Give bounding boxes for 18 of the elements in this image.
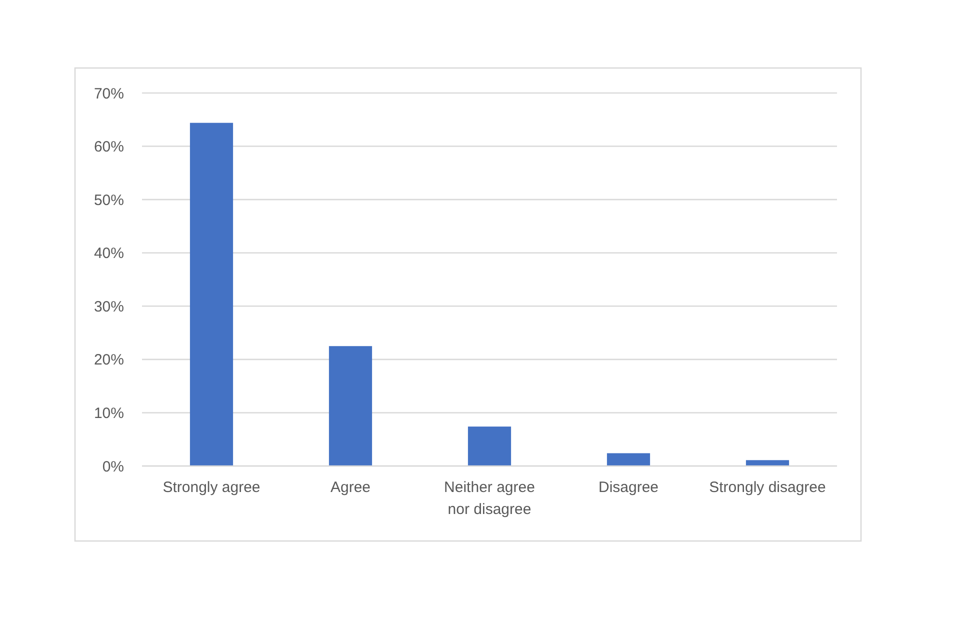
y-tick-label: 70% (94, 85, 124, 102)
y-tick-label: 0% (102, 458, 124, 476)
y-tick-label: 50% (94, 192, 124, 209)
x-tick-label: Neither agree nor disagree (444, 479, 535, 518)
bar (328, 346, 372, 466)
x-tick-label: Agree (330, 479, 371, 496)
y-tick-label: 30% (94, 298, 124, 316)
bar (468, 426, 512, 466)
bar (190, 122, 234, 466)
y-tick-label: 20% (94, 352, 124, 369)
y-tick-label: 40% (94, 245, 124, 262)
x-tick-label: Strongly disagree (709, 479, 826, 496)
x-tick-label: Strongly agree (162, 479, 260, 496)
y-tick-label: 10% (94, 404, 124, 422)
x-tick-label: Disagree (598, 479, 659, 496)
y-tick-label: 60% (94, 138, 124, 156)
bar (606, 453, 650, 466)
bar (746, 460, 790, 466)
